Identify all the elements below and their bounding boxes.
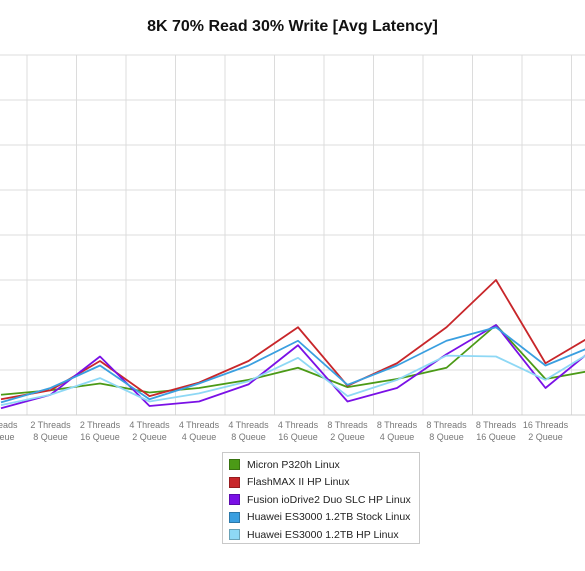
legend-swatch-flashmax — [229, 476, 240, 488]
x-tick-label-line2: 16 Queue — [278, 432, 318, 442]
x-tick-label-line2: Queue — [0, 432, 15, 442]
x-tick-label-line2: 4 Queue — [380, 432, 415, 442]
legend: Micron P320h Linux FlashMAX II HP Linux … — [222, 452, 420, 544]
x-tick-label-line1: 4 Threads — [179, 420, 220, 430]
x-tick-label-line2: 4 Queue — [182, 432, 217, 442]
x-tick-label-line1: 8 Threads — [377, 420, 418, 430]
chart-title: 8K 70% Read 30% Write [Avg Latency] — [147, 18, 438, 35]
grid — [0, 54, 585, 416]
legend-swatch-huawei-stock — [229, 511, 240, 523]
x-tick-label-line2: 16 Queue — [80, 432, 120, 442]
series-line-4 — [0, 326, 585, 404]
x-tick-label-line1: 2 Threads — [30, 420, 71, 430]
legend-item-huawei-stock: Huawei ES3000 1.2TB Stock Linux — [229, 509, 413, 527]
x-tick-label-line2: 8 Queue — [33, 432, 68, 442]
x-axis-tick-labels: Threads Queue 2 Threads 8 Queue 2 Threads 16 … — [0, 420, 569, 442]
x-tick-label-line1: 2 Threads — [80, 420, 121, 430]
legend-swatch-fusion — [229, 494, 240, 506]
legend-label-fusion: Fusion ioDrive2 Duo SLC HP Linux — [247, 493, 411, 506]
x-tick-label-line1: 16 Threads — [523, 420, 569, 430]
legend-item-huawei-hp: Huawei ES3000 1.2TB HP Linux — [229, 526, 413, 544]
x-tick-label-line1: 4 Threads — [278, 420, 319, 430]
x-tick-label-line2: 8 Queue — [429, 432, 464, 442]
legend-swatch-huawei-hp — [229, 529, 240, 541]
x-tick-label-line2: 16 Queue — [476, 432, 516, 442]
series-lines — [0, 279, 585, 410]
x-tick-label-line1: 4 Threads — [129, 420, 170, 430]
x-tick-label-line1: 8 Threads — [327, 420, 368, 430]
x-tick-label-line1: Threads — [0, 420, 18, 430]
legend-item-fusion: Fusion ioDrive2 Duo SLC HP Linux — [229, 491, 413, 509]
legend-label-huawei-hp: Huawei ES3000 1.2TB HP Linux — [247, 528, 399, 541]
x-tick-label-line2: 8 Queue — [231, 432, 266, 442]
legend-item-micron: Micron P320h Linux — [229, 456, 413, 474]
legend-label-huawei-stock: Huawei ES3000 1.2TB Stock Linux — [247, 511, 411, 524]
x-tick-label-line1: 8 Threads — [476, 420, 517, 430]
x-tick-label-line1: 8 Threads — [426, 420, 467, 430]
x-tick-label-line2: 2 Queue — [132, 432, 167, 442]
legend-item-flashmax: FlashMAX II HP Linux — [229, 474, 413, 492]
legend-label-micron: Micron P320h Linux — [247, 458, 340, 471]
series-line-2 — [0, 279, 585, 401]
x-tick-label-line1: 4 Threads — [228, 420, 269, 430]
series-line-5 — [0, 354, 585, 406]
legend-label-flashmax: FlashMAX II HP Linux — [247, 476, 350, 489]
legend-swatch-micron — [229, 459, 240, 471]
x-tick-label-line2: 2 Queue — [330, 432, 365, 442]
x-tick-label-line2: 2 Queue — [528, 432, 563, 442]
series-line-3 — [0, 324, 585, 410]
